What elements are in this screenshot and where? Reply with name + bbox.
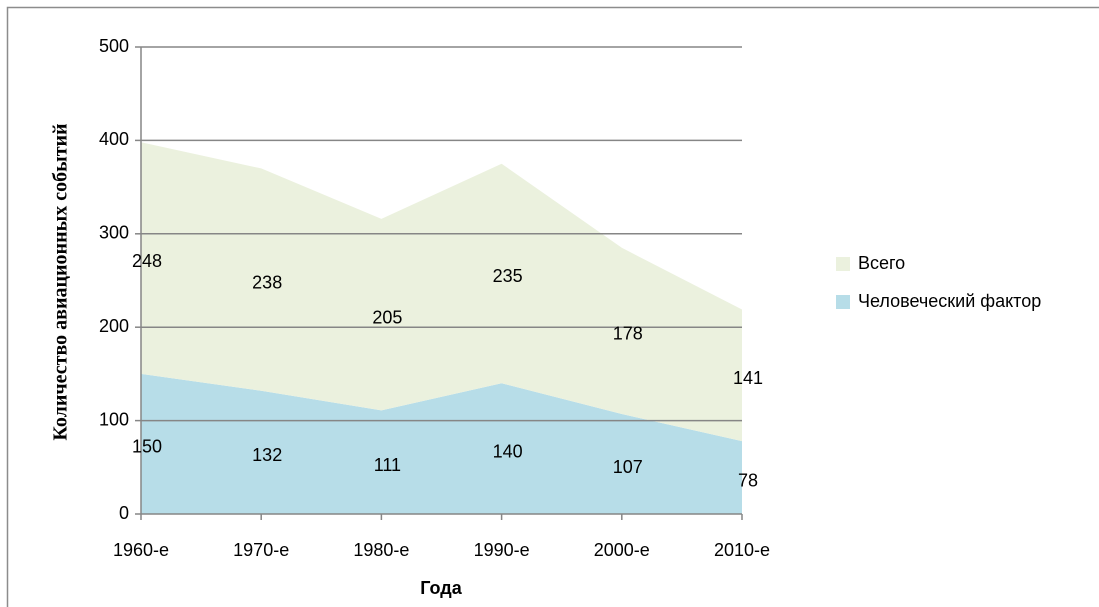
data-label: 238 [252,272,282,292]
data-label: 107 [613,457,643,477]
data-label: 132 [252,445,282,465]
x-tick-label: 1980-е [353,540,409,560]
y-axis-title: Количество авиационных событий [50,123,72,440]
data-label: 205 [372,307,402,327]
legend-label: Человеческий фактор [858,291,1041,311]
x-tick-label: 2000-е [594,540,650,560]
data-label: 111 [374,455,401,475]
x-tick-label: 1990-е [474,540,530,560]
legend-swatch [836,295,850,309]
x-tick-label: 2010-е [714,540,770,560]
x-axis-title: Года [420,578,462,598]
x-tick-label: 1960-е [113,540,169,560]
y-tick-label: 500 [99,36,129,56]
data-label: 140 [493,441,523,461]
y-tick-label: 300 [99,223,129,243]
legend-swatch [836,257,850,271]
data-label: 78 [738,470,758,490]
data-label: 150 [132,437,162,457]
y-tick-label: 400 [99,129,129,149]
legend-label: Всего [858,253,905,273]
y-tick-label: 200 [99,316,129,336]
y-tick-label: 100 [99,409,129,429]
area [141,373,742,514]
plot-area: 0 100 200 300 400 500 1960-е 1970-е 1980-е 1990-е… [99,36,1041,560]
x-tick-label: 1970-е [233,540,289,560]
data-label: 141 [733,368,763,388]
area [141,142,742,442]
data-label: 178 [613,324,643,344]
data-label: 248 [132,251,162,271]
data-label: 235 [493,266,523,286]
y-tick-label: 0 [119,503,129,523]
